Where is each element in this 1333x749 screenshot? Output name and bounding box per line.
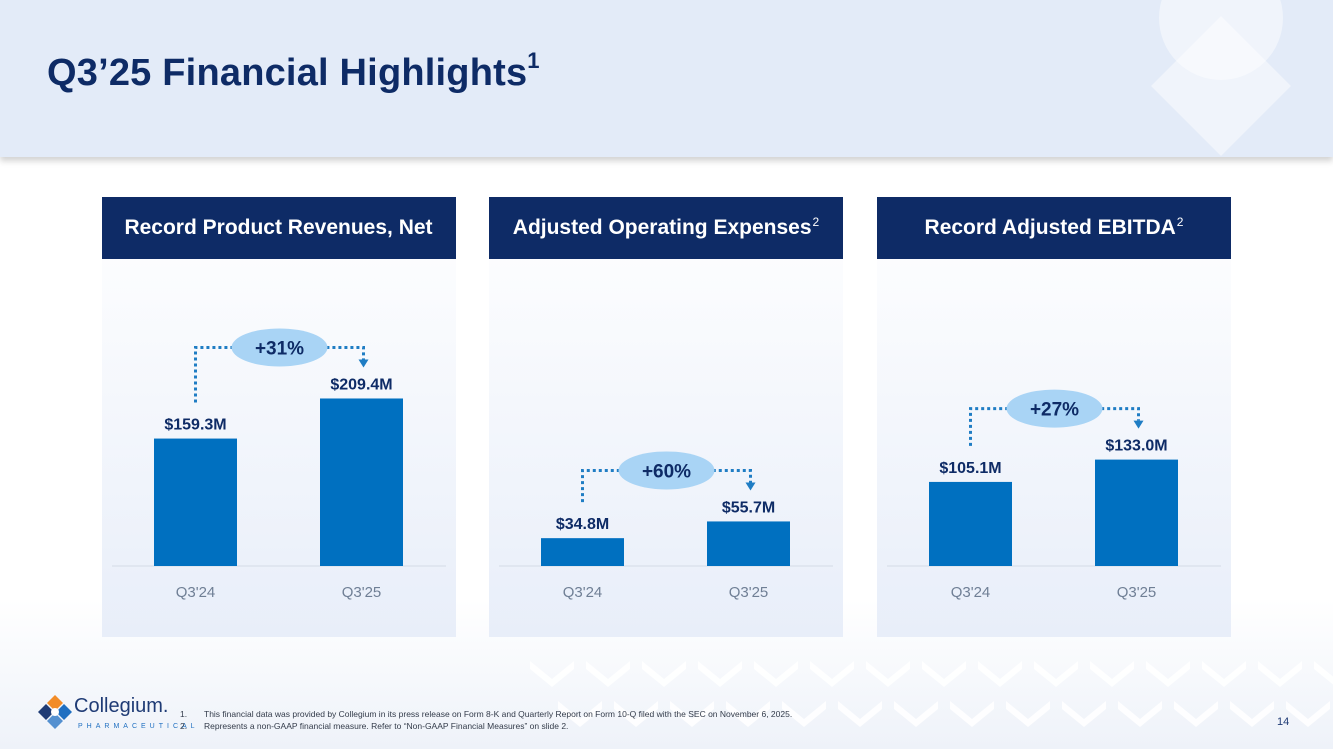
- bar-value-label: $34.8M: [556, 516, 609, 533]
- x-tick-label: Q3'24: [563, 584, 603, 601]
- chevron-shape: [810, 661, 854, 687]
- bar-q325: [320, 398, 403, 566]
- card-title: Adjusted Operating Expenses: [512, 216, 812, 239]
- bar-q325: [1095, 459, 1178, 566]
- collegium-logo-icon: [38, 695, 72, 729]
- x-tick-label: Q3'25: [729, 584, 769, 601]
- bar-value-label: $209.4M: [330, 376, 392, 393]
- brand-shape-decoration: [1151, 0, 1291, 156]
- bar-value-label: $55.7M: [722, 499, 775, 516]
- chevron-shape: [1090, 661, 1134, 687]
- bar-q324: [154, 438, 237, 566]
- footnotes: 1. This financial data was provided by C…: [180, 708, 940, 732]
- bar-value-label: $133.0M: [1105, 438, 1167, 455]
- bar-q325: [707, 521, 790, 566]
- footnote-1: 1. This financial data was provided by C…: [180, 708, 940, 720]
- ebitda-bar-chart: $105.1M Q3'24 $133.0M Q3'25 +27%: [887, 389, 1221, 601]
- opex-card: Adjusted Operating Expenses 2 $34.8M Q3'24…: [489, 197, 843, 637]
- x-tick-label: Q3'25: [1117, 584, 1157, 601]
- chevron-shape: [1146, 661, 1190, 687]
- bar-value-label: $159.3M: [164, 417, 226, 434]
- arrow-down-icon: [745, 482, 756, 491]
- page-number: 14: [1277, 716, 1290, 728]
- chevron-shape: [950, 701, 994, 727]
- chevron-shape: [1202, 661, 1246, 687]
- footnote-text: Represents a non-GAAP financial measure.…: [204, 721, 569, 731]
- card-header: Record Adjusted EBITDA 2: [877, 197, 1231, 259]
- growth-bubble: [618, 451, 715, 490]
- card-title-footnote-ref: 2: [1176, 215, 1184, 229]
- card-title-footnote-ref: 2: [812, 215, 820, 229]
- opex-bar-chart: $34.8M Q3'24 $55.7M Q3'25 +60%: [499, 451, 833, 601]
- chevron-shape: [642, 661, 686, 687]
- chevron-pattern-decoration: [530, 661, 1333, 727]
- chevron-shape: [1034, 661, 1078, 687]
- chevron-shape: [754, 661, 798, 687]
- chevron-shape: [698, 661, 742, 687]
- growth-percent-label: +27%: [1030, 400, 1079, 421]
- card-title: Record Product Revenues, Net: [124, 216, 433, 239]
- chevron-shape: [894, 701, 938, 727]
- footnote-text: This financial data was provided by Coll…: [204, 709, 793, 719]
- chevron-shape: [978, 661, 1022, 687]
- logo-subtitle: PHARMACEUTICAL: [78, 723, 199, 730]
- chevron-shape: [670, 701, 714, 727]
- card-header: Adjusted Operating Expenses 2: [489, 197, 843, 259]
- bar-value-label: $105.1M: [939, 460, 1001, 477]
- growth-percent-label: +31%: [255, 338, 304, 359]
- x-tick-label: Q3'25: [342, 584, 382, 601]
- header-band: Q3’25 Financial Highlights1: [0, 0, 1333, 157]
- footnote-2: 2. Represents a non-GAAP financial measu…: [180, 720, 940, 732]
- chevron-shape: [1230, 701, 1274, 727]
- chevron-shape: [1174, 701, 1218, 727]
- card-header: Record Product Revenues, Net: [102, 197, 456, 259]
- bar-q324: [929, 481, 1012, 566]
- chevron-shape: [1006, 701, 1050, 727]
- revenue-card: Record Product Revenues, Net $159.3M Q3'2…: [102, 197, 456, 637]
- chevron-shape: [726, 701, 770, 727]
- chevron-shape: [614, 701, 658, 727]
- page-title-footnote-ref: 1: [527, 48, 540, 73]
- growth-percent-label: +60%: [642, 461, 691, 482]
- chevron-shape: [1062, 701, 1106, 727]
- footnote-number: 2.: [180, 721, 188, 731]
- growth-bubble: [1006, 389, 1103, 428]
- revenue-bar-chart: $159.3M Q3'24 $209.4M Q3'25 +31%: [112, 328, 446, 601]
- collegium-logo: Collegium. PHARMACEUTICAL: [36, 693, 195, 737]
- chevron-shape: [530, 661, 574, 687]
- chevron-shape: [866, 661, 910, 687]
- x-tick-label: Q3'24: [176, 584, 216, 601]
- bar-q324: [541, 538, 624, 566]
- x-tick-label: Q3'24: [951, 584, 991, 601]
- growth-bubble: [231, 328, 328, 367]
- chevron-shape: [922, 661, 966, 687]
- chevron-shape: [1286, 701, 1330, 727]
- chevron-shape: [1314, 661, 1333, 685]
- chevron-shape: [782, 701, 826, 727]
- logo-wordmark: Collegium.: [74, 695, 169, 717]
- page-title-text: Q3’25 Financial Highlights: [47, 52, 528, 94]
- footnote-number: 1.: [180, 709, 188, 719]
- arrow-down-icon: [358, 359, 369, 368]
- chevron-shape: [1118, 701, 1162, 727]
- chevron-shape: [1258, 661, 1302, 687]
- chevron-shape: [838, 701, 882, 727]
- card-title: Record Adjusted EBITDA: [924, 216, 1176, 239]
- chevron-shape: [558, 701, 602, 727]
- arrow-down-icon: [1133, 420, 1144, 429]
- ebitda-card: Record Adjusted EBITDA 2 $105.1M Q3'24 $133…: [877, 197, 1231, 637]
- chevron-shape: [586, 661, 630, 687]
- page-title: Q3’25 Financial Highlights1: [47, 48, 540, 95]
